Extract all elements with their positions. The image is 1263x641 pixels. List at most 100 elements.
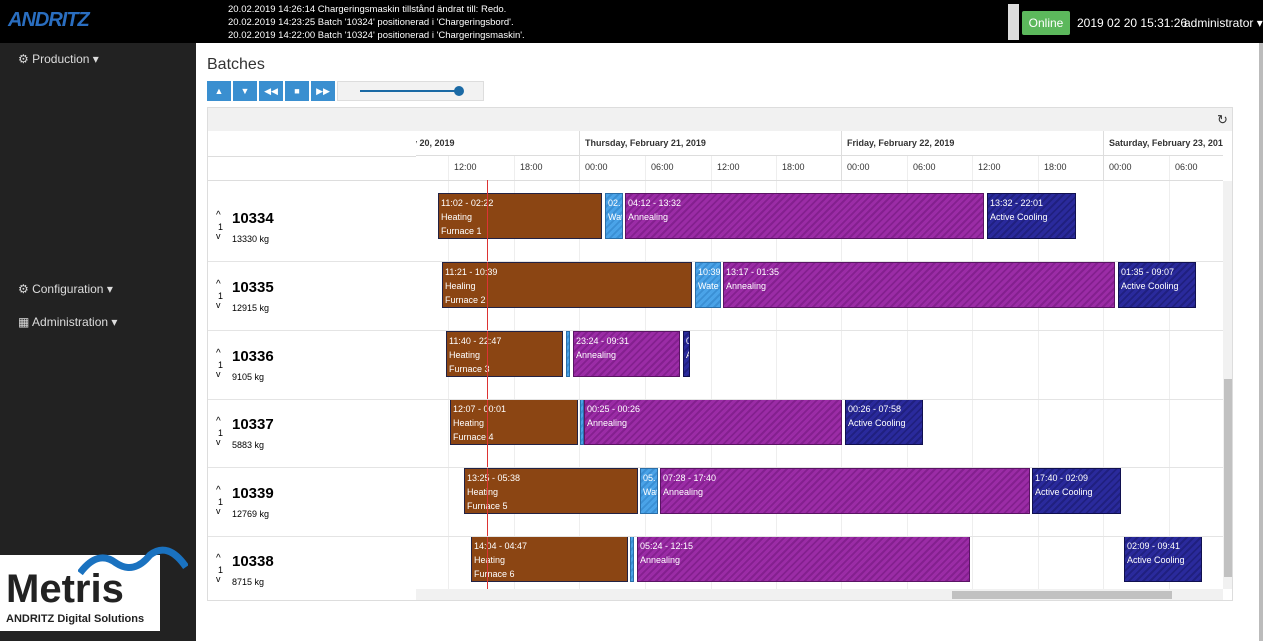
segment-heat[interactable]: 11:21 - 10:39 Healing Furnace 2 — [442, 262, 692, 308]
segment-cool[interactable]: 17:40 - 02:09 Active Cooling — [1032, 468, 1121, 514]
segment-time: 11:02 - 02:22 — [441, 198, 494, 208]
segment-water[interactable] — [566, 331, 570, 377]
h-scroll-thumb[interactable] — [952, 591, 1172, 599]
segment-operation: Heating — [453, 418, 485, 428]
hour-label: 00:00 — [1109, 162, 1132, 172]
slider[interactable] — [337, 81, 484, 101]
grid-line — [776, 155, 777, 589]
button-stop[interactable]: ■ — [285, 81, 310, 101]
h-scrollbar[interactable] — [416, 589, 1223, 600]
segment-time: 13:32 - 22:01 — [990, 198, 1044, 208]
datetime: 2019 02 20 15:31:26 — [1077, 16, 1188, 30]
user-menu[interactable]: administrator ▾ — [1184, 16, 1263, 30]
nav-section[interactable]: ▦ Administration ▾ — [18, 315, 118, 329]
segment-time: 13:25 - 05:38 — [467, 473, 521, 483]
collapse-button[interactable]: v — [216, 231, 221, 241]
batch-id: 10335 — [232, 279, 274, 296]
header: ANDRITZ 20.02.2019 14:26:14 Chargeringsm… — [0, 0, 1263, 43]
status-button[interactable]: Online — [1022, 11, 1070, 35]
segment-cool[interactable]: 13:32 - 22:01 Active Cooling — [987, 193, 1076, 239]
segment-ann[interactable]: 13:17 - 01:35 Annealing — [723, 262, 1115, 308]
segment-cool[interactable]: 01:35 - 09:07 Active Cooling — [1118, 262, 1196, 308]
batch-id: 10339 — [232, 485, 274, 502]
segment-ann[interactable]: 05:24 - 12:15 Annealing — [637, 536, 970, 582]
collapse-button[interactable]: v — [216, 369, 221, 379]
header-line — [208, 156, 416, 157]
expand-button[interactable]: ^ — [216, 279, 221, 290]
grid-line — [907, 155, 908, 589]
nav-label: Administration — [32, 315, 109, 329]
batch-id: 10338 — [232, 553, 274, 570]
button-rewind[interactable]: ◀◀ — [259, 81, 284, 101]
segment-ann[interactable]: 04:12 - 13:32 Annealing — [625, 193, 984, 239]
refresh-button[interactable]: ↻ — [1217, 112, 1228, 127]
slider-handle[interactable] — [454, 86, 464, 96]
segment-heat[interactable]: 11:02 - 02:22 Heating Furnace 1 — [438, 193, 602, 239]
segment-water[interactable]: 05. Wat — [640, 468, 658, 514]
segment-heat[interactable]: 14:04 - 04:47 Heating Furnace 6 — [471, 536, 628, 582]
expand-button[interactable]: ^ — [216, 348, 221, 359]
collapse-button[interactable]: v — [216, 437, 221, 447]
segment-water[interactable]: 02. Wat — [605, 193, 623, 239]
button-forward[interactable]: ▶▶ — [311, 81, 336, 101]
segment-time: 05:24 - 12:15 — [640, 541, 694, 551]
segment-cool[interactable]: 02:09 - 09:41 Active Cooling — [1124, 536, 1202, 582]
grid-line — [841, 155, 842, 589]
hour-label: 06:00 — [913, 162, 936, 172]
expand-button[interactable]: ^ — [216, 210, 221, 221]
hour-label: 12:00 — [978, 162, 1001, 172]
message: 20.02.2019 14:22:00 Batch '10324' positi… — [228, 30, 525, 41]
segment-time: 23:24 - 09:31 — [576, 336, 630, 346]
segment-operation: Annealing — [628, 212, 669, 222]
segment-time: 07:28 - 17:40 — [663, 473, 717, 483]
grid-line — [1038, 155, 1039, 589]
segment-ann[interactable]: 07:28 - 17:40 Annealing — [660, 468, 1030, 514]
row-line — [208, 261, 1223, 262]
segment-water[interactable] — [630, 536, 634, 582]
button-down[interactable]: ▼ — [233, 81, 258, 101]
batch-weight: 5883 kg — [232, 440, 265, 450]
nav-section[interactable]: ⚙ Production ▾ — [18, 52, 99, 66]
segment-operation: Annealing — [726, 281, 767, 291]
segment-furnace: Furnace 5 — [467, 501, 508, 511]
row-line — [208, 399, 1223, 400]
batch-count: 1 — [218, 291, 224, 301]
message-scrollbar[interactable] — [1008, 4, 1019, 40]
segment-time: 00:26 - 07:58 — [848, 404, 902, 414]
segment-water[interactable]: 10:39 Wate — [695, 262, 721, 308]
segment-heat[interactable]: 12:07 - 00:01 Heating Furnace 4 — [450, 399, 578, 445]
segment-time: 10:39 — [698, 267, 721, 277]
segment-ann[interactable]: 00:25 - 00:26 Annealing — [584, 399, 842, 445]
segment-cool[interactable]: 0A — [683, 331, 690, 377]
segment-furnace: Furnace 6 — [474, 569, 515, 579]
nav-section[interactable]: ⚙ Configuration ▾ — [18, 282, 113, 296]
brand-box: Metris ANDRITZ Digital Solutions — [0, 546, 188, 631]
segment-operation: Annealing — [587, 418, 628, 428]
segment-heat[interactable]: 13:25 - 05:38 Heating Furnace 5 — [464, 468, 638, 514]
v-scroll-thumb[interactable] — [1224, 379, 1232, 577]
day-label: Saturday, February 23, 201 — [1109, 138, 1223, 148]
expand-button[interactable]: ^ — [216, 485, 221, 496]
segment-operation: Heating — [441, 212, 473, 222]
segment-cool[interactable]: 00:26 - 07:58 Active Cooling — [845, 399, 923, 445]
expand-button[interactable]: ^ — [216, 416, 221, 427]
brand-wave — [78, 546, 188, 576]
timeline-toolbar — [208, 108, 1232, 131]
row-line — [208, 536, 1223, 537]
collapse-button[interactable]: v — [216, 574, 221, 584]
segment-time: 00:25 - 00:26 — [587, 404, 641, 414]
segment-heat[interactable]: 11:40 - 22:47 Heating Furnace 3 — [446, 331, 563, 377]
v-scrollbar[interactable] — [1223, 181, 1232, 589]
collapse-button[interactable]: v — [216, 300, 221, 310]
day-separator — [579, 131, 580, 180]
segment-ann[interactable]: 23:24 - 09:31 Annealing — [573, 331, 680, 377]
grid-line — [1103, 155, 1104, 589]
batch-count: 1 — [218, 360, 224, 370]
expand-button[interactable]: ^ — [216, 553, 221, 564]
collapse-button[interactable]: v — [216, 506, 221, 516]
button-up[interactable]: ▲ — [207, 81, 232, 101]
segment-time: 0 — [686, 334, 689, 348]
day-label: Friday, February 22, 2019 — [847, 138, 955, 148]
message: 20.02.2019 14:26:14 Chargeringsmaskin ti… — [228, 4, 507, 15]
